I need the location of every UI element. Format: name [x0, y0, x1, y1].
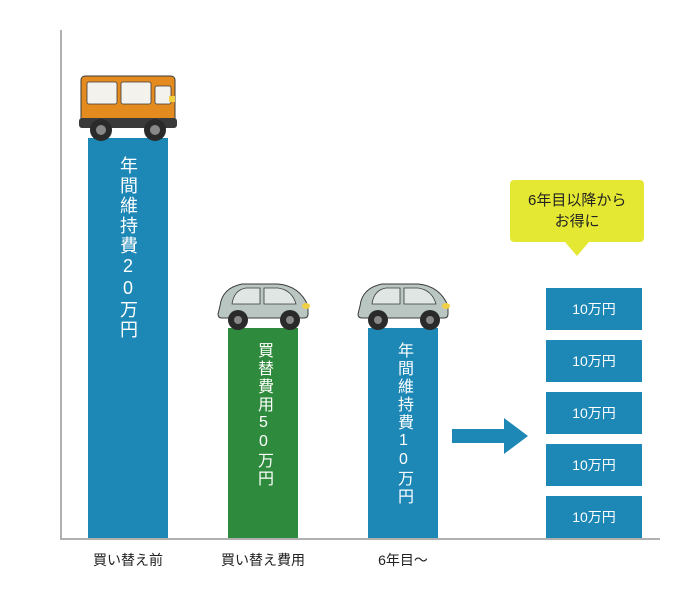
car-icon	[73, 66, 183, 144]
callout-bubble: 6年目以降からお得に	[510, 180, 644, 242]
car-icon	[348, 266, 458, 334]
x-axis-label: 買い替え費用	[208, 550, 318, 570]
savings-box: 10万円	[546, 340, 642, 382]
arrow-icon	[452, 418, 528, 454]
x-axis-label: 買い替え前	[68, 550, 188, 570]
y-axis	[60, 30, 62, 540]
savings-box: 10万円	[546, 444, 642, 486]
bar-2: 年間維持費10万円	[368, 328, 438, 538]
bar-label: 年間維持費20万円	[115, 138, 141, 340]
bar-label: 買替費用50万円	[251, 328, 275, 488]
silver-car-icon	[208, 266, 318, 339]
arrow-head	[504, 418, 528, 454]
orange-car-icon	[73, 66, 183, 149]
car-icon	[208, 266, 318, 334]
bar-label: 年間維持費10万円	[391, 328, 415, 506]
x-axis	[60, 538, 660, 540]
cost-comparison-chart: 年間維持費20万円 買い替え前買替費用50万円 買い替え費用年間維持費10万円 …	[0, 0, 700, 600]
savings-callout: 6年目以降からお得に	[510, 180, 644, 256]
x-axis-label: 6年目～	[348, 550, 458, 570]
savings-box: 10万円	[546, 392, 642, 434]
bar-0: 年間維持費20万円	[88, 138, 168, 538]
arrow-shaft	[452, 429, 504, 443]
silver-car-icon	[348, 266, 458, 339]
callout-tail	[565, 242, 589, 256]
savings-box: 10万円	[546, 288, 642, 330]
savings-box: 10万円	[546, 496, 642, 538]
bar-1: 買替費用50万円	[228, 328, 298, 538]
